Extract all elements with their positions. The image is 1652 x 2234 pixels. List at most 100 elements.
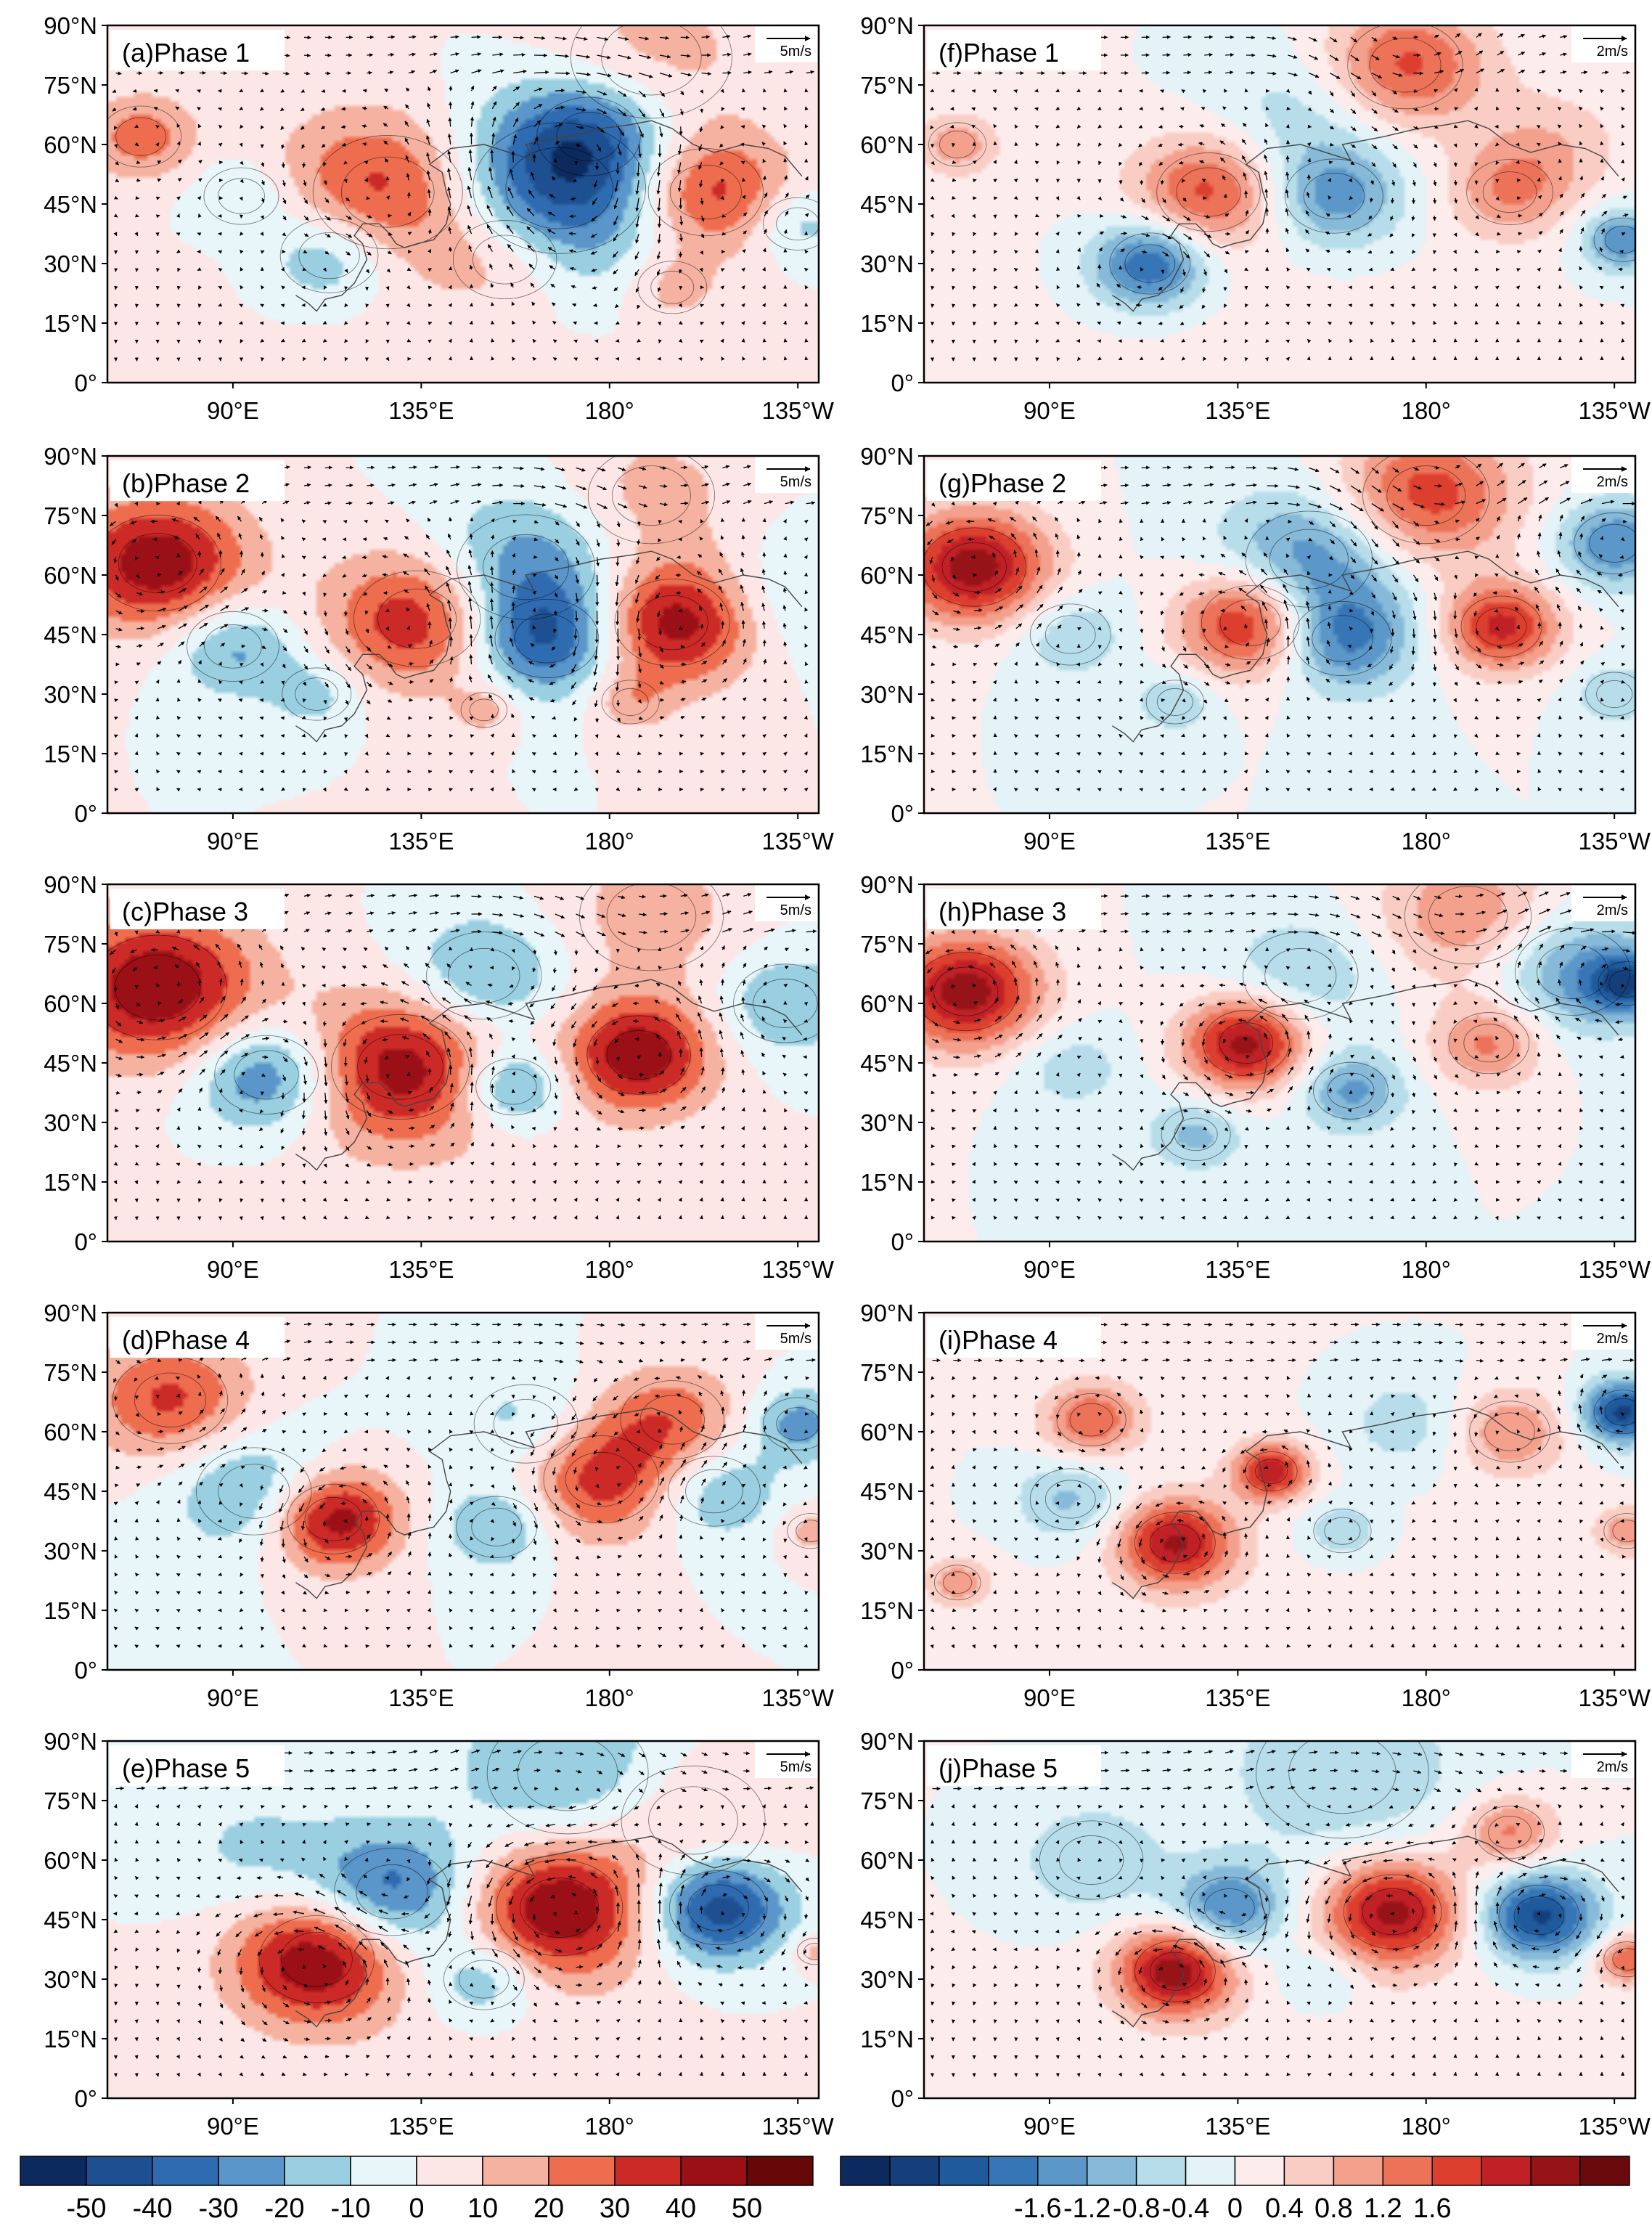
lon-tick-label: 135°W bbox=[1578, 2113, 1651, 2140]
lat-tick-label: 30°N bbox=[860, 1538, 914, 1565]
colorbar-bin bbox=[1283, 2156, 1335, 2186]
lat-tick-label: 90°N bbox=[860, 443, 914, 470]
colorbar: -50 -40 -30 -20 -10 0 10 20 30 40 50 bbox=[20, 2156, 814, 2224]
lon-tick-label: 90°E bbox=[1023, 828, 1076, 855]
lon-tick-label: 90°E bbox=[207, 2113, 259, 2140]
colorbar-bin bbox=[614, 2156, 682, 2186]
lat-tick-label: 90°N bbox=[44, 443, 97, 470]
colorbar-bin bbox=[1135, 2156, 1187, 2186]
colorbar-bin bbox=[284, 2156, 351, 2186]
colorbar-tick-label: -40 bbox=[133, 2193, 173, 2224]
lat-tick-label: 60°N bbox=[860, 990, 914, 1017]
lat-tick-label: 75°N bbox=[44, 1359, 97, 1386]
lat-tick-label: 45°N bbox=[44, 1050, 97, 1077]
lon-tick-label: 135°W bbox=[761, 397, 834, 424]
map-panel: 2m/s (f)Phase 1 90°N 75°N 60°N 45°N 30°N 15°N 0°… bbox=[860, 12, 1651, 424]
reference-vector-label: 5m/s bbox=[780, 474, 811, 490]
colorbar-bin bbox=[939, 2156, 989, 2186]
lon-tick-label: 135°E bbox=[388, 397, 454, 424]
map-panel: 5m/s (b)Phase 2 90°N 75°N 60°N 45°N 30°N 15°N 0°… bbox=[44, 443, 834, 855]
lon-tick-label: 135°E bbox=[1205, 1684, 1270, 1711]
lat-tick-label: 60°N bbox=[44, 1419, 97, 1446]
lon-tick-label: 180° bbox=[1402, 397, 1451, 424]
colorbar: -1.6 -1.2 -0.8 -0.4 0 0.4 0.8 1.2 1.6 bbox=[840, 2156, 1630, 2224]
colorbar-bin bbox=[1234, 2156, 1285, 2186]
map-panel: 5m/s (e)Phase 5 90°N 75°N 60°N 45°N 30°N 15°N 0°… bbox=[44, 1728, 834, 2140]
lat-tick-label: 15°N bbox=[860, 1169, 914, 1196]
lon-tick-label: 90°E bbox=[207, 1256, 259, 1283]
reference-vector-label: 2m/s bbox=[1597, 1331, 1628, 1347]
lon-tick-label: 135°W bbox=[1578, 828, 1651, 855]
lat-tick-label: 30°N bbox=[44, 1538, 97, 1565]
panel-label: (i)Phase 4 bbox=[939, 1325, 1058, 1355]
lon-tick-label: 180° bbox=[1402, 828, 1451, 855]
anomaly-shading bbox=[107, 884, 819, 1242]
colorbar-bin bbox=[218, 2156, 285, 2186]
lon-tick-label: 135°W bbox=[1578, 397, 1651, 424]
lat-tick-label: 90°N bbox=[44, 871, 97, 898]
colorbar-tick-label: 1.6 bbox=[1413, 2193, 1452, 2224]
lat-tick-label: 45°N bbox=[860, 1907, 914, 1933]
lat-tick-label: 90°N bbox=[860, 1728, 914, 1755]
panel-label: (a)Phase 1 bbox=[122, 38, 250, 68]
lon-tick-label: 180° bbox=[1402, 2113, 1451, 2140]
map-panel: 2m/s (i)Phase 4 90°N 75°N 60°N 45°N 30°N 15°N 0°… bbox=[860, 1300, 1651, 1711]
lat-tick-label: 15°N bbox=[860, 2026, 914, 2052]
lat-tick-label: 45°N bbox=[860, 1478, 914, 1505]
colorbar-bin bbox=[1333, 2156, 1384, 2186]
panel-label: (g)Phase 2 bbox=[939, 468, 1066, 498]
lat-tick-label: 15°N bbox=[44, 1597, 97, 1624]
lat-tick-label: 90°N bbox=[44, 1300, 97, 1326]
lat-tick-label: 30°N bbox=[860, 250, 914, 277]
lat-tick-label: 0° bbox=[891, 370, 914, 396]
colorbar-bin bbox=[350, 2156, 417, 2186]
colorbar-tick-label: -50 bbox=[67, 2193, 107, 2224]
lon-tick-label: 135°E bbox=[1205, 1256, 1270, 1283]
reference-vector-label: 5m/s bbox=[780, 1331, 811, 1347]
lon-tick-label: 90°E bbox=[1023, 2113, 1076, 2140]
colorbar-tick-label: 50 bbox=[732, 2193, 762, 2224]
lat-tick-label: 60°N bbox=[44, 1847, 97, 1874]
reference-vector-label: 2m/s bbox=[1597, 474, 1628, 490]
lon-tick-label: 135°W bbox=[761, 1256, 834, 1283]
colorbar-tick-label: 0 bbox=[1227, 2193, 1243, 2224]
lat-tick-label: 75°N bbox=[860, 72, 914, 99]
colorbar-tick-label: -20 bbox=[265, 2193, 305, 2224]
panel-label: (f)Phase 1 bbox=[939, 38, 1059, 68]
colorbar-tick-label: 0.4 bbox=[1265, 2193, 1304, 2224]
colorbar-tick-label: 0 bbox=[409, 2193, 424, 2224]
lon-tick-label: 135°E bbox=[388, 2113, 454, 2140]
anomaly-shading bbox=[924, 456, 1635, 813]
colorbar-tick-label: 40 bbox=[666, 2193, 696, 2224]
colorbar-bin bbox=[680, 2156, 748, 2186]
lon-tick-label: 180° bbox=[585, 2113, 634, 2140]
lon-tick-label: 135°E bbox=[388, 1684, 454, 1711]
colorbar-tick-label: -0.4 bbox=[1162, 2193, 1209, 2224]
lon-tick-label: 90°E bbox=[1023, 397, 1076, 424]
colorbar-tick-label: 0.8 bbox=[1314, 2193, 1353, 2224]
lat-tick-label: 60°N bbox=[860, 1847, 914, 1874]
colorbar-tick-label: 1.2 bbox=[1364, 2193, 1402, 2224]
anomaly-shading bbox=[107, 1741, 819, 2098]
anomaly-shading bbox=[924, 884, 1635, 1242]
lon-tick-label: 135°W bbox=[761, 828, 834, 855]
colorbar-bin bbox=[1579, 2156, 1630, 2186]
panel-label: (e)Phase 5 bbox=[122, 1753, 250, 1783]
lat-tick-label: 15°N bbox=[44, 2026, 97, 2052]
anomaly-shading bbox=[107, 25, 819, 383]
lat-tick-label: 90°N bbox=[44, 1728, 97, 1755]
reference-vector-label: 2m/s bbox=[1597, 44, 1628, 60]
lat-tick-label: 90°N bbox=[860, 871, 914, 898]
lon-tick-label: 135°W bbox=[761, 1684, 834, 1711]
colorbar-tick-label: -10 bbox=[331, 2193, 371, 2224]
lon-tick-label: 90°E bbox=[1023, 1684, 1076, 1711]
anomaly-shading bbox=[924, 1741, 1635, 2098]
lon-tick-label: 135°W bbox=[1578, 1684, 1651, 1711]
map-panel: 2m/s (h)Phase 3 90°N 75°N 60°N 45°N 30°N 15°N 0°… bbox=[860, 871, 1651, 1283]
map-panel: 2m/s (j)Phase 5 90°N 75°N 60°N 45°N 30°N 15°N 0°… bbox=[860, 1728, 1651, 2140]
lon-tick-label: 90°E bbox=[1023, 1256, 1076, 1283]
lon-tick-label: 90°E bbox=[207, 397, 259, 424]
lat-tick-label: 60°N bbox=[44, 990, 97, 1017]
colorbar-tick-label: 20 bbox=[533, 2193, 564, 2224]
lat-tick-label: 45°N bbox=[44, 191, 97, 218]
